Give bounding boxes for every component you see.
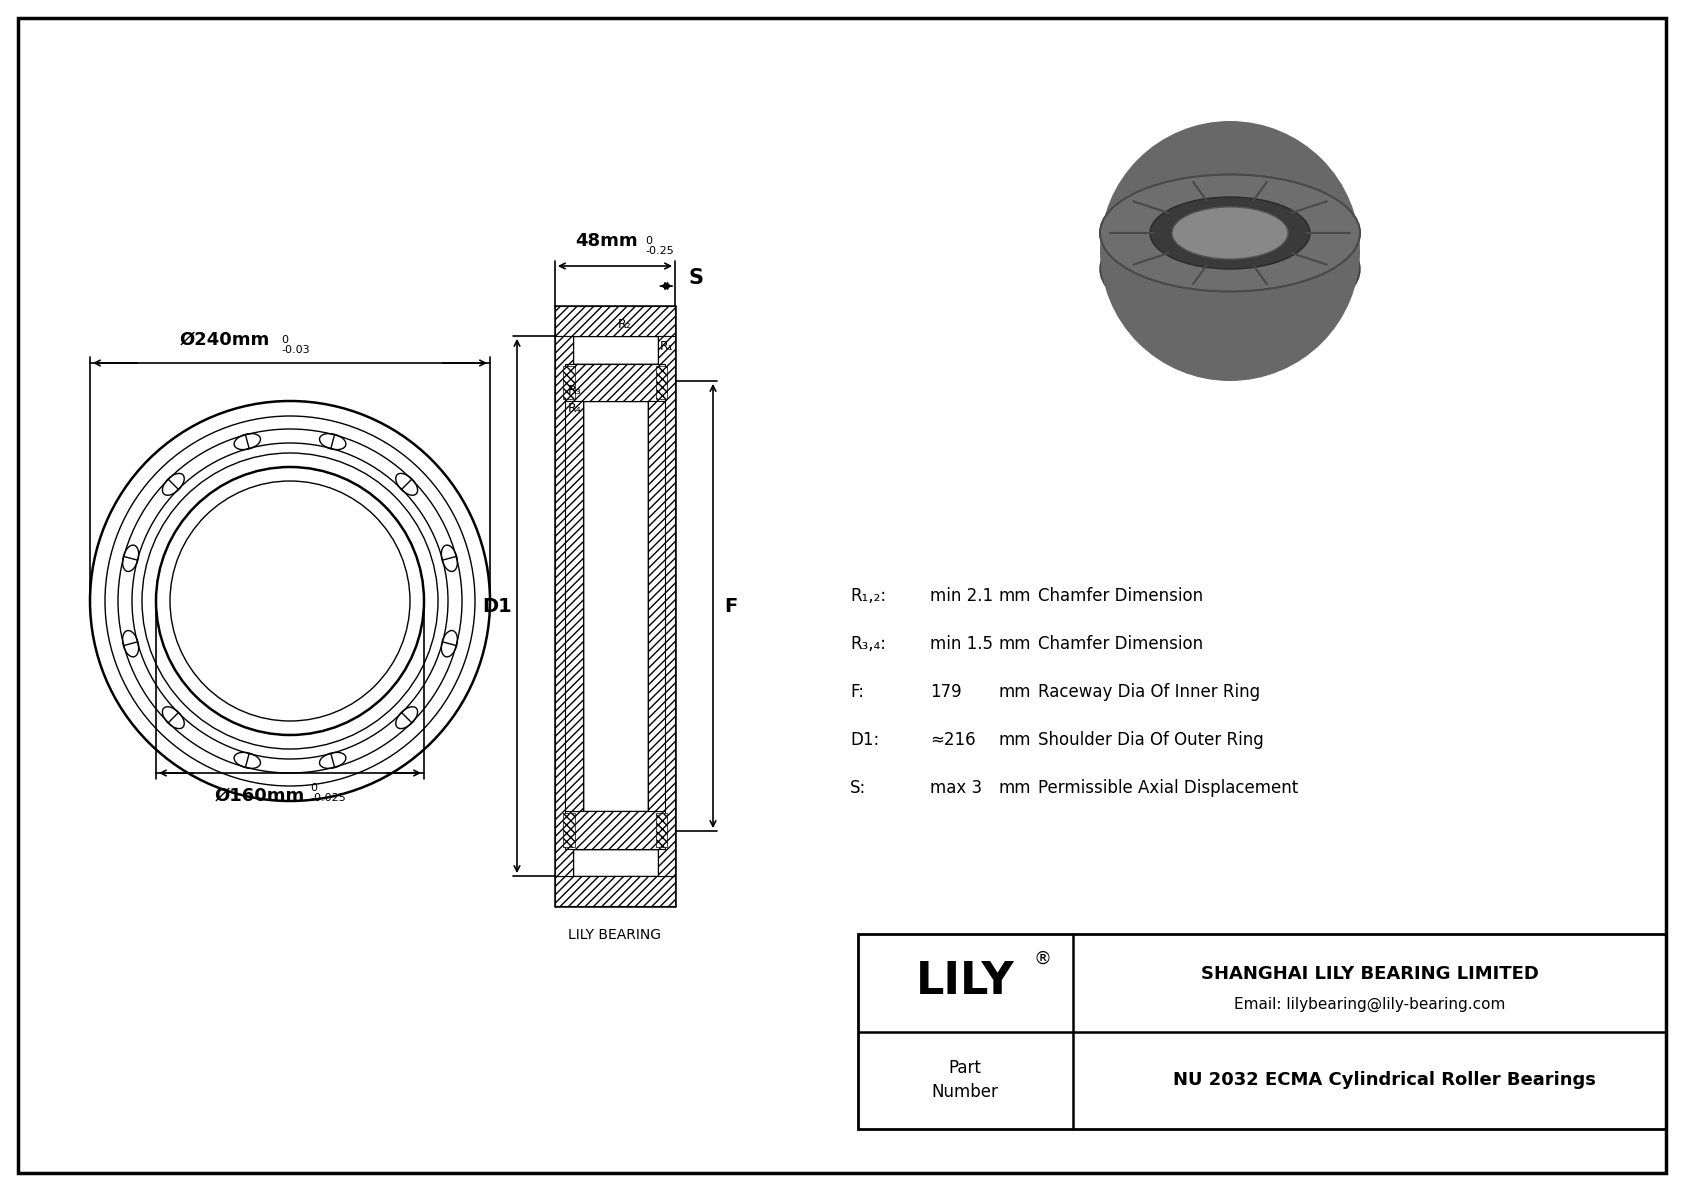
Text: Ø160mm: Ø160mm	[216, 787, 305, 805]
Text: 0: 0	[310, 782, 317, 793]
Text: F:: F:	[850, 682, 864, 701]
Text: ≈216: ≈216	[930, 731, 975, 749]
Polygon shape	[566, 363, 665, 401]
Text: R₁: R₁	[660, 339, 674, 353]
Ellipse shape	[1100, 175, 1361, 292]
Text: 0: 0	[645, 236, 652, 247]
Ellipse shape	[1100, 121, 1361, 381]
Polygon shape	[566, 401, 583, 811]
Text: min 2.1: min 2.1	[930, 587, 994, 605]
Text: -0.25: -0.25	[645, 247, 674, 256]
Polygon shape	[657, 336, 675, 877]
Text: D1:: D1:	[850, 731, 879, 749]
Text: 48mm: 48mm	[576, 232, 638, 250]
Text: D1: D1	[482, 597, 512, 616]
Polygon shape	[562, 366, 574, 399]
Text: Shoulder Dia Of Outer Ring: Shoulder Dia Of Outer Ring	[1037, 731, 1263, 749]
Polygon shape	[655, 813, 667, 847]
Text: F: F	[724, 597, 738, 616]
Polygon shape	[655, 366, 667, 399]
Text: Chamfer Dimension: Chamfer Dimension	[1037, 587, 1202, 605]
Text: -0.03: -0.03	[281, 345, 310, 355]
Text: Chamfer Dimension: Chamfer Dimension	[1037, 635, 1202, 653]
Bar	[859, 934, 1665, 1129]
Ellipse shape	[1172, 207, 1288, 260]
Text: Email: lilybearing@lily-bearing.com: Email: lilybearing@lily-bearing.com	[1234, 997, 1505, 1011]
Text: SHANGHAI LILY BEARING LIMITED: SHANGHAI LILY BEARING LIMITED	[1201, 965, 1539, 983]
Text: Raceway Dia Of Inner Ring: Raceway Dia Of Inner Ring	[1037, 682, 1260, 701]
Text: S:: S:	[850, 779, 866, 797]
Text: mm: mm	[999, 682, 1031, 701]
Text: mm: mm	[999, 635, 1031, 653]
Ellipse shape	[1100, 211, 1361, 328]
Text: R₃: R₃	[568, 384, 581, 397]
Ellipse shape	[1150, 197, 1310, 269]
Polygon shape	[556, 336, 573, 877]
Text: min 1.5: min 1.5	[930, 635, 994, 653]
Text: LILY BEARING: LILY BEARING	[569, 928, 662, 942]
Polygon shape	[562, 813, 574, 847]
Polygon shape	[556, 306, 675, 336]
Text: LILY: LILY	[916, 960, 1014, 1004]
Polygon shape	[566, 811, 665, 848]
Text: 0: 0	[281, 335, 288, 345]
Text: 179: 179	[930, 682, 962, 701]
Text: Permissible Axial Displacement: Permissible Axial Displacement	[1037, 779, 1298, 797]
Text: max 3: max 3	[930, 779, 982, 797]
Text: -0.025: -0.025	[310, 793, 345, 803]
Text: R₃,₄:: R₃,₄:	[850, 635, 886, 653]
Text: Part
Number: Part Number	[931, 1059, 999, 1100]
Polygon shape	[648, 401, 665, 811]
Text: R₁,₂:: R₁,₂:	[850, 587, 886, 605]
Text: Ø240mm: Ø240mm	[180, 331, 269, 349]
Text: mm: mm	[999, 779, 1031, 797]
Text: mm: mm	[999, 587, 1031, 605]
Text: NU 2032 ECMA Cylindrical Roller Bearings: NU 2032 ECMA Cylindrical Roller Bearings	[1174, 1071, 1596, 1089]
Text: mm: mm	[999, 731, 1031, 749]
Text: R₂: R₂	[618, 318, 632, 331]
Text: ®: ®	[1032, 950, 1051, 968]
Polygon shape	[556, 877, 675, 906]
Text: S: S	[689, 268, 704, 288]
Text: R₄: R₄	[568, 403, 581, 414]
